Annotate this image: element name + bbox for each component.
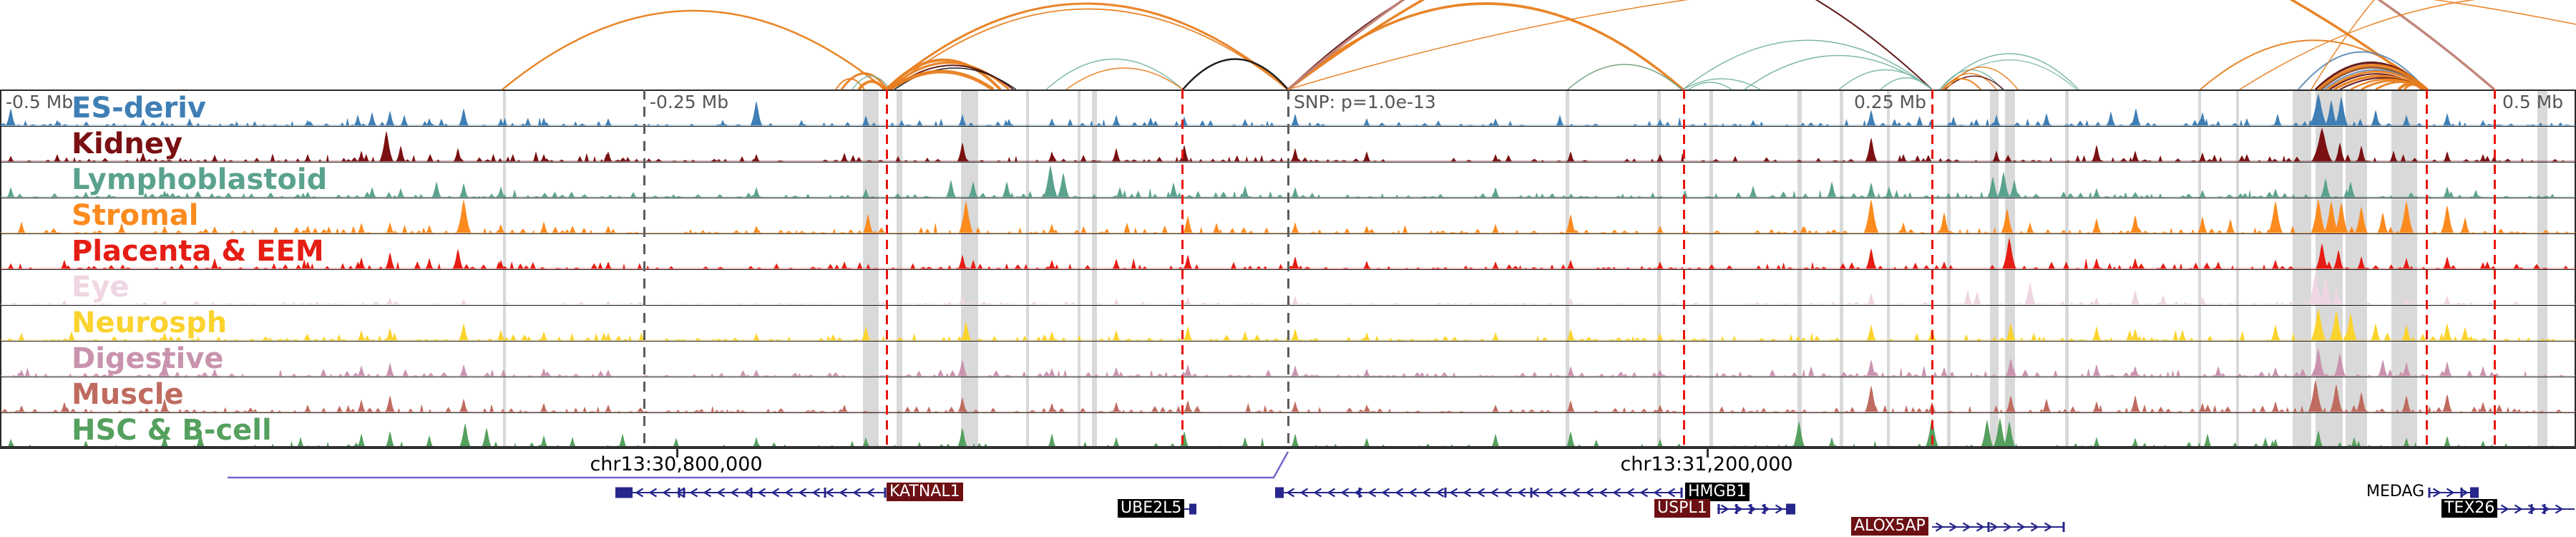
interaction-arc: [888, 8, 1289, 90]
gene-medag: [2428, 487, 2479, 498]
gene-alox5ap: [1932, 522, 2065, 532]
gene-label-hmgb1: HMGB1: [1685, 483, 1750, 501]
gene-label-tex26: TEX26: [2441, 499, 2498, 518]
axis-tick-label: 0.5 Mb: [2502, 92, 2564, 112]
snp-position-line: [1682, 90, 1685, 450]
gene-hmgb1: [1275, 487, 1683, 498]
coordinate-tick: [676, 448, 678, 458]
gridline-dashed: [1287, 90, 1289, 450]
gwas-snp-pointer-line: [228, 451, 1289, 479]
coordinate-label: chr13:30,800,000: [590, 453, 763, 475]
track-label: ES-deriv: [72, 92, 207, 125]
coordinate-tick: [1707, 448, 1709, 458]
interaction-arc: [2397, 82, 2426, 90]
interaction-arc: [1065, 67, 1184, 90]
axis-tick-label: 0.25 Mb: [1853, 92, 1926, 112]
interaction-arc: [502, 9, 886, 90]
track-label: Kidney: [72, 127, 183, 160]
gridline-dashed: [643, 90, 645, 450]
axis-tick-label: -0.25 Mb: [650, 92, 729, 112]
genomic-axis-line: [0, 446, 2576, 448]
snp-position-line: [2425, 90, 2428, 450]
track-label: Neurosph: [72, 306, 228, 339]
coordinate-label: chr13:31,200,000: [1620, 453, 1793, 475]
track-label: Muscle: [72, 378, 184, 411]
axis-tick-label: SNP: p=1.0e-13: [1294, 92, 1436, 112]
interaction-arc: [1880, 77, 1933, 90]
interaction-arc: [840, 72, 889, 90]
track-label: Lymphoblastoid: [72, 163, 328, 196]
interaction-arc: [884, 2, 1289, 90]
interaction-arc: [1838, 69, 1933, 90]
interaction-arc: [852, 75, 891, 90]
interaction-arc: [1287, 0, 2576, 90]
interaction-arc: [1287, 0, 2428, 90]
interaction-arc: [1682, 78, 1761, 90]
interaction-arc: [894, 67, 1017, 90]
snp-position-line: [885, 90, 888, 450]
gene-label-katnal1: KATNAL1: [887, 483, 963, 501]
track-label: HSC & B-cell: [72, 414, 272, 447]
interaction-arc: [888, 69, 995, 90]
gene-katnal1: [615, 487, 887, 498]
interaction-arc: [2298, 51, 2426, 90]
interaction-arc: [1941, 78, 1981, 90]
interaction-arc: [1182, 58, 1289, 90]
track-label: Eye: [72, 271, 130, 304]
snp-position-line: [1181, 90, 1184, 450]
track-label: Stromal: [72, 199, 199, 232]
gene-structures: [228, 451, 2575, 532]
gene-label-ube2l5: UBE2L5: [1118, 499, 1185, 518]
axis-tick-label: -0.5 Mb: [6, 92, 74, 112]
interaction-arc: [2200, 39, 2429, 90]
gene-label-uspl1: USPL1: [1654, 499, 1710, 518]
interaction-arc: [1045, 58, 1184, 90]
track-label: Digestive: [72, 342, 224, 375]
interaction-arc: [1946, 67, 2019, 90]
chromatin-interaction-arcs: [502, 0, 2576, 90]
gene-annotation-track: GWAS lead SNPs KATNAL1HMGB1UBE2L5USPL1AL…: [0, 451, 2576, 537]
track-label: Placenta & EEM: [72, 235, 324, 268]
interaction-arc: [857, 79, 886, 90]
interaction-arc: [1682, 39, 1933, 90]
interaction-arc: [1567, 64, 1682, 90]
gene-tex26: [2497, 504, 2575, 514]
snp-position-line: [1931, 90, 1933, 450]
interaction-arc: [1287, 2, 1684, 90]
interaction-arc: [2317, 64, 2429, 90]
interaction-arc: [2403, 83, 2423, 90]
gene-label-medag: MEDAG: [2366, 483, 2425, 500]
gene-uspl1: [1717, 503, 1795, 515]
gene-label-alox5ap: ALOX5AP: [1851, 517, 1928, 536]
interaction-arc: [1688, 82, 1732, 90]
interaction-arc: [2239, 0, 2477, 90]
snp-position-line: [2493, 90, 2496, 450]
